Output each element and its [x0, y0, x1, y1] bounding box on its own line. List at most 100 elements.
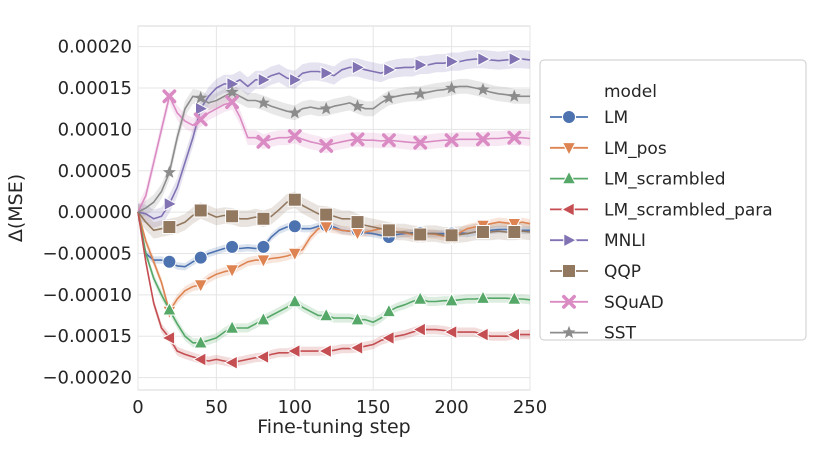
- legend-label: LM_pos: [604, 139, 667, 159]
- y-tick-label: −0.00010: [42, 285, 132, 306]
- point-sst: [445, 81, 459, 94]
- point-sst: [382, 91, 396, 104]
- x-tick-label: 150: [356, 397, 390, 418]
- legend-marker: [561, 170, 577, 185]
- y-axis-label: Δ(MSE): [5, 174, 27, 242]
- point-mnli: [320, 65, 335, 81]
- point-qqp: [413, 227, 428, 242]
- x-tick-label: 250: [513, 397, 547, 418]
- point-qqp: [193, 203, 208, 218]
- y-tick-label: 0.00000: [58, 202, 132, 223]
- legend-item-qqp: QQP: [550, 262, 641, 282]
- point-lm: [287, 219, 302, 234]
- point-mnli: [477, 51, 492, 67]
- x-tick-label: 100: [278, 397, 312, 418]
- legend-label: LM: [604, 108, 628, 128]
- point-sst: [256, 96, 270, 109]
- point-lm-scrambled-para: [161, 330, 176, 346]
- point-squad: [413, 135, 428, 150]
- point-lm-scrambled-para: [223, 355, 238, 371]
- point-squad: [507, 130, 522, 145]
- point-squad: [256, 134, 271, 149]
- legend-box: [539, 59, 807, 341]
- point-mnli: [445, 54, 460, 69]
- y-tick-label: −0.00005: [42, 244, 132, 265]
- point-lm: [225, 239, 240, 254]
- y-tick-label: 0.00005: [58, 161, 132, 182]
- point-squad: [225, 95, 240, 110]
- point-qqp: [444, 228, 459, 243]
- point-lm-scrambled: [193, 334, 209, 349]
- point-qqp: [350, 215, 365, 230]
- point-lm-pos: [506, 218, 522, 232]
- legend-item-squad: SQuAD: [550, 293, 664, 313]
- legend-marker: [562, 110, 576, 124]
- point-lm-scrambled: [475, 289, 491, 304]
- band-lm-scrambled: [138, 207, 530, 348]
- point-squad: [444, 133, 459, 148]
- point-lm: [193, 250, 208, 265]
- band-lm: [138, 208, 530, 271]
- point-lm: [162, 254, 177, 269]
- legend-label: LM_scrambled_para: [604, 200, 773, 220]
- legend-marker: [561, 142, 577, 157]
- point-lm-scrambled: [506, 290, 522, 305]
- point-lm: [256, 239, 271, 254]
- point-lm-scrambled-para: [317, 343, 332, 359]
- y-tick-label: 0.00020: [58, 37, 132, 58]
- point-mnli: [289, 72, 303, 88]
- point-sst: [413, 87, 427, 100]
- point-lm-scrambled-para: [380, 330, 395, 346]
- y-tick-label: −0.00020: [42, 368, 132, 389]
- point-sst: [476, 82, 490, 96]
- series-markers: [161, 51, 523, 371]
- legend-title: model: [604, 82, 657, 102]
- point-lm-scrambled-para: [192, 352, 207, 367]
- point-squad: [193, 112, 208, 127]
- point-qqp: [319, 207, 334, 222]
- point-mnli: [508, 51, 523, 67]
- point-qqp: [507, 224, 522, 239]
- legend-item-lm-scrambled: LM_scrambled: [550, 170, 726, 190]
- point-squad: [381, 133, 396, 148]
- point-qqp: [287, 192, 302, 207]
- point-lm-scrambled-para: [474, 327, 489, 342]
- point-lm-pos: [256, 254, 271, 269]
- point-lm-scrambled-para: [286, 343, 301, 359]
- point-qqp: [475, 224, 490, 239]
- point-sst: [162, 165, 176, 178]
- point-squad: [287, 129, 302, 143]
- x-axis-ticks: 0 50 100 150 200 250: [132, 397, 547, 418]
- x-tick-label: 50: [205, 397, 228, 418]
- legend-item-lm-scrambled-para: LM_scrambled_para: [550, 200, 773, 220]
- point-lm-scrambled: [287, 293, 303, 308]
- point-squad: [319, 139, 334, 153]
- point-mnli: [383, 62, 398, 78]
- point-lm-scrambled: [444, 292, 459, 307]
- point-lm-scrambled: [162, 301, 177, 316]
- legend-label: LM_scrambled: [604, 170, 726, 190]
- legend-marker: [562, 264, 576, 278]
- point-lm-scrambled-para: [255, 349, 270, 365]
- legend-item-sst: SST: [550, 324, 637, 344]
- point-lm-scrambled: [412, 290, 428, 305]
- point-lm-scrambled: [256, 311, 271, 326]
- point-qqp: [256, 211, 271, 226]
- point-lm-scrambled-para: [349, 340, 364, 356]
- point-mnli: [163, 196, 178, 212]
- x-axis-label: Fine-tuning step: [257, 416, 410, 438]
- point-sst: [194, 91, 208, 104]
- legend-items: LM LM_pos LM_scrambled LM_scrambled_para MNL…: [550, 108, 773, 344]
- point-sst: [351, 99, 364, 112]
- band-lm-scrambled-para: [138, 207, 530, 368]
- y-tick-label: 0.00010: [58, 119, 132, 140]
- y-axis-ticks: −0.00020 −0.00015 −0.00010 −0.00005 0.00000 0…: [42, 37, 132, 389]
- point-lm-scrambled-para: [443, 324, 458, 340]
- point-qqp: [225, 209, 240, 224]
- point-lm-scrambled: [224, 319, 240, 334]
- point-mnli: [257, 72, 272, 88]
- point-mnli: [414, 57, 429, 73]
- point-sst: [319, 101, 333, 115]
- y-tick-label: 0.00015: [58, 78, 132, 99]
